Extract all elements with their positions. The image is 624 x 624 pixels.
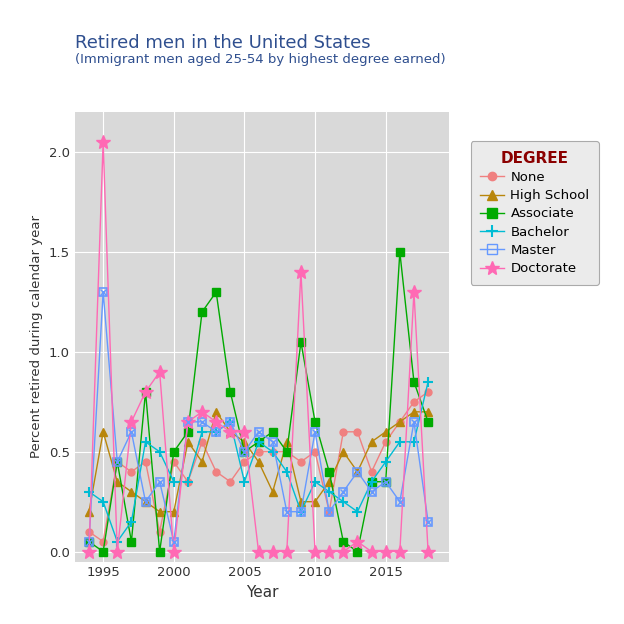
X-axis label: Year: Year [246, 585, 278, 600]
Legend: None, High School, Associate, Bachelor, Master, Doctorate: None, High School, Associate, Bachelor, … [471, 142, 599, 285]
Y-axis label: Percent retired during calendar year: Percent retired during calendar year [31, 215, 43, 459]
Text: Retired men in the United States: Retired men in the United States [75, 34, 371, 52]
Text: (Immigrant men aged 25-54 by highest degree earned): (Immigrant men aged 25-54 by highest deg… [75, 53, 446, 66]
